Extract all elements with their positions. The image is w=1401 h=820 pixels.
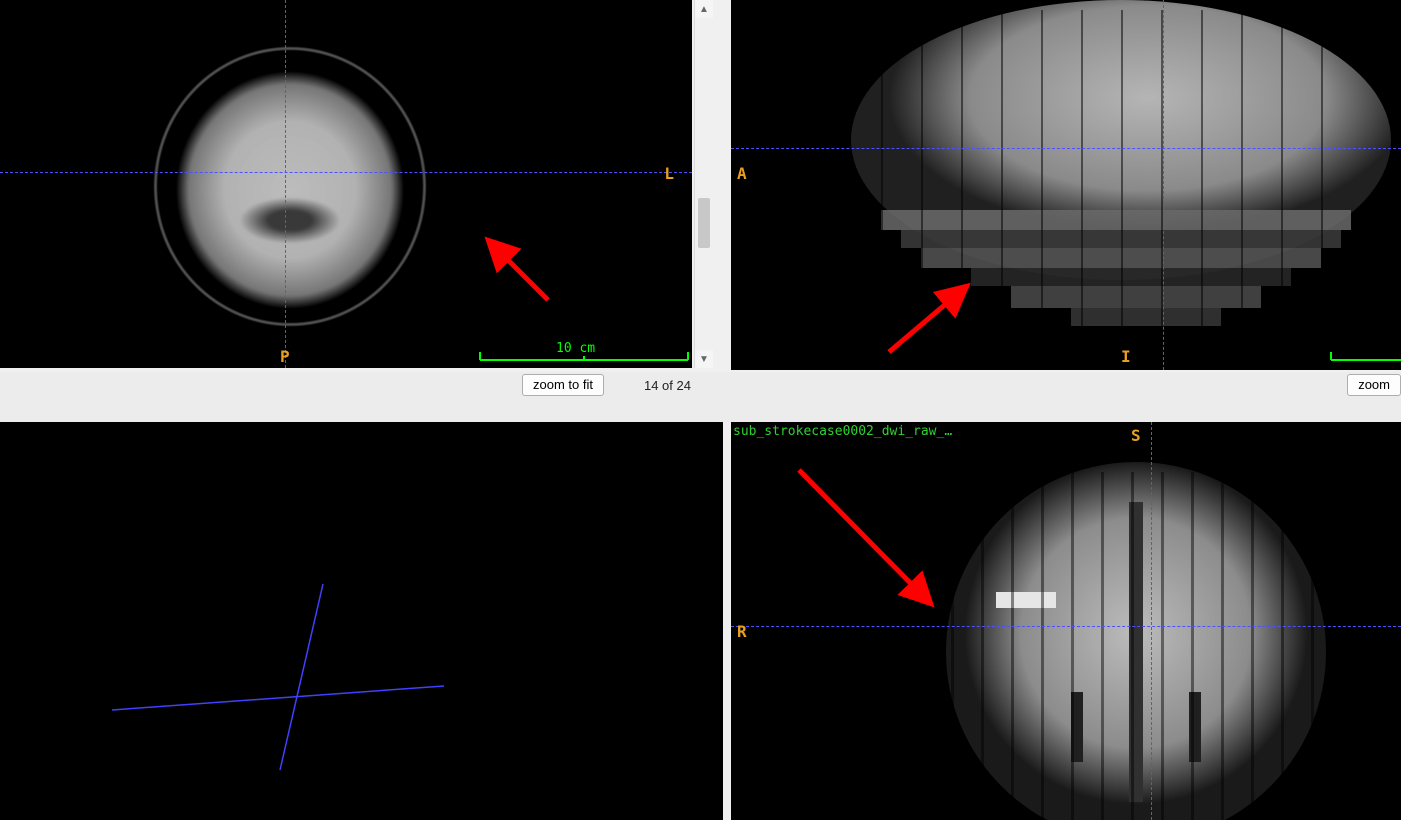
scrollbar-thumb[interactable] — [698, 198, 710, 248]
vertical-scrollbar[interactable]: ▲ ▼ — [694, 0, 712, 368]
brain-image-coronal — [921, 452, 1351, 820]
viewport-3d[interactable] — [0, 422, 723, 820]
orient-label-L: L — [664, 164, 674, 183]
crosshair-vertical[interactable] — [1151, 422, 1152, 820]
crosshair-vertical[interactable] — [1163, 0, 1164, 370]
orient-label-I: I — [1121, 347, 1131, 366]
viewport-coronal[interactable]: sub_strokecase0002_dwi_raw_… S R — [731, 422, 1401, 820]
viewer-grid: L P 10 cm ▲ ▼ zoom to fit 14 of 24 — [0, 0, 1401, 820]
scroll-down-button[interactable]: ▼ — [695, 350, 713, 368]
toolbar-sagittal: zoom — [723, 372, 1401, 396]
panel-sagittal: A I zoom — [723, 0, 1401, 396]
zoom-to-fit-button[interactable]: zoom — [1347, 374, 1401, 396]
scale-bar: 10 cm — [478, 342, 692, 366]
brain-image-sagittal — [821, 0, 1401, 370]
brain-image-axial — [120, 20, 460, 360]
toolbar-coronal — [723, 396, 1401, 422]
zoom-to-fit-button[interactable]: zoom to fit — [522, 374, 604, 396]
crosshair-horizontal[interactable] — [731, 148, 1401, 149]
slice-counter: 14 of 24 — [644, 378, 691, 393]
orient-label-A: A — [737, 164, 747, 183]
panel-3d — [0, 396, 723, 820]
scale-label: 10 cm — [556, 342, 595, 356]
crosshair-3d[interactable] — [0, 422, 723, 820]
crosshair-horizontal[interactable] — [0, 172, 692, 173]
toolbar-3d — [0, 396, 723, 422]
crosshair-horizontal[interactable] — [731, 626, 1401, 627]
scale-bar-partial — [1329, 342, 1401, 366]
scroll-up-button[interactable]: ▲ — [695, 0, 713, 18]
image-filename: sub_strokecase0002_dwi_raw_… — [733, 424, 952, 439]
viewport-axial[interactable]: L P 10 cm — [0, 0, 692, 368]
viewport-sagittal[interactable]: A I — [731, 0, 1401, 370]
panel-coronal: sub_strokecase0002_dwi_raw_… S R — [723, 396, 1401, 820]
crosshair-vertical[interactable] — [285, 0, 286, 368]
orient-label-P: P — [280, 347, 290, 366]
orient-label-R: R — [737, 622, 747, 641]
orient-label-S: S — [1131, 426, 1141, 445]
toolbar-axial: zoom to fit 14 of 24 — [0, 372, 723, 396]
panel-axial: L P 10 cm ▲ ▼ zoom to fit 14 of 24 — [0, 0, 723, 396]
